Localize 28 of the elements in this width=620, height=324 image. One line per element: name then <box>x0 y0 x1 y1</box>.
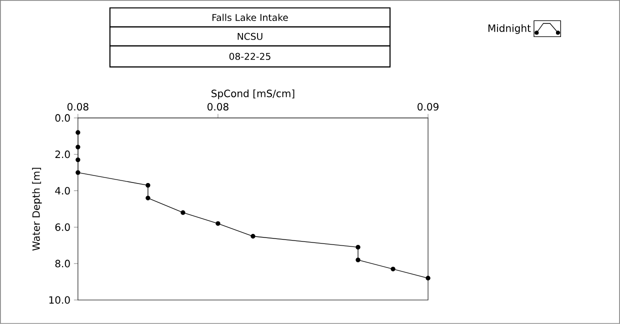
legend-label: Midnight <box>488 24 531 34</box>
y-tick-label: 0.0 <box>55 114 70 122</box>
y-tick-label: 8.0 <box>55 260 70 268</box>
x-tick-label: 0.08 <box>208 103 228 111</box>
x-tick-label: 0.08 <box>67 103 88 111</box>
y-tick-label: 2.0 <box>55 150 70 158</box>
point <box>216 221 220 226</box>
point <box>76 158 80 162</box>
y-axis-title: Water Depth [m] <box>32 168 42 251</box>
text: 08-22-25 <box>229 52 270 60</box>
point <box>146 196 150 200</box>
y-tick-label: 6.0 <box>55 223 70 231</box>
point <box>426 276 430 281</box>
point <box>356 244 360 250</box>
point <box>390 266 396 272</box>
point <box>76 130 80 135</box>
y-tick-label: 10.0 <box>49 296 70 304</box>
point <box>356 258 360 262</box>
point <box>180 210 186 215</box>
x-tick-label: 0.09 <box>418 103 438 111</box>
point <box>76 170 80 175</box>
chart-subtitle: NCSU <box>238 32 262 40</box>
y-tick-label: 4.0 <box>55 187 70 195</box>
point <box>146 183 150 188</box>
point <box>250 234 256 239</box>
chart-title: Falls Lake Intake <box>212 14 288 22</box>
x-axis-title: SpCond [mS/cm] <box>212 90 294 100</box>
point <box>76 144 80 150</box>
